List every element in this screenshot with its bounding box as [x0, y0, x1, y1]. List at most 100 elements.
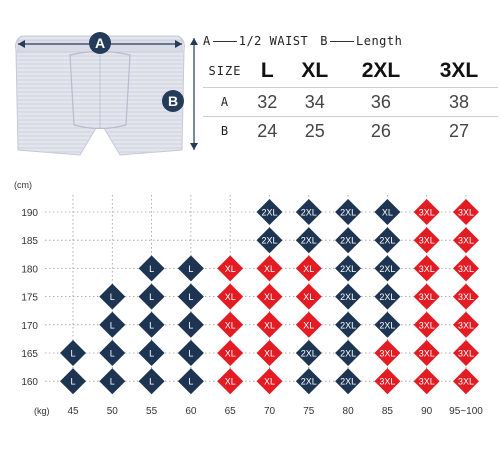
y-tick-label: 160 [21, 377, 38, 388]
size-diamond-label: 2XL [301, 349, 317, 359]
size-diamond [256, 227, 283, 254]
size-diamond-label: 3XL [458, 208, 474, 218]
size-diamond-label: L [149, 377, 154, 387]
size-diamond [413, 340, 440, 366]
length-arrow-bottom-icon [190, 143, 198, 150]
size-diamond-label: 2XL [301, 208, 317, 218]
legend-a-key: A [203, 34, 211, 48]
size-diamond-label: 3XL [458, 320, 474, 330]
size-table-header-row: SIZE L XL 2XL 3XL [203, 55, 498, 88]
size-diamond [177, 255, 204, 282]
size-diamond-label: L [188, 349, 193, 359]
x-unit-label: (kg) [34, 406, 50, 416]
size-diamond [99, 311, 126, 338]
size-diamond [295, 255, 322, 282]
size-diamond-label: XL [264, 377, 275, 387]
table-cell: 24 [257, 120, 278, 141]
size-diamond [374, 368, 401, 395]
size-diamond-label: 2XL [379, 264, 395, 274]
size-l: L [247, 55, 288, 88]
size-diamond-label: XL [303, 264, 314, 274]
size-diamond-label: 2XL [340, 377, 356, 387]
x-tick-label: 45 [67, 406, 79, 417]
size-diamond [335, 368, 362, 395]
size-diamond-label: 3XL [458, 236, 474, 246]
size-diamond-label: XL [225, 320, 236, 330]
size-diamond [60, 368, 86, 395]
size-diamond [217, 340, 244, 366]
size-diamond [217, 283, 244, 310]
size-diamond [453, 340, 479, 366]
length-arrow-top-icon [190, 38, 198, 45]
y-tick-label: 165 [21, 349, 38, 360]
size-diamond-label: 2XL [379, 320, 395, 330]
size-diamond-label: XL [264, 292, 275, 302]
x-tick-label: 70 [264, 406, 276, 417]
x-tick-label: 85 [382, 406, 394, 417]
size-diamond [335, 199, 362, 225]
size-diamond-label: L [70, 349, 75, 359]
size-diamond-label: XL [225, 349, 236, 359]
size-diamond [295, 340, 322, 366]
legend-dash [330, 40, 354, 42]
waist-arrow-right-icon [175, 40, 182, 48]
size-diamond [99, 368, 126, 395]
size-diamond-label: XL [303, 320, 314, 330]
size-diamond-label: XL [264, 320, 275, 330]
size-diamond-label: XL [303, 292, 314, 302]
size-diamond-label: 2XL [261, 236, 277, 246]
size-diamond [335, 311, 362, 338]
size-diamond-label: 3XL [458, 264, 474, 274]
x-tick-label: 50 [107, 406, 119, 417]
table-cell: 38 [419, 87, 498, 117]
y-tick-label: 180 [21, 264, 38, 275]
size-diamond [335, 227, 362, 254]
size-table-row-a: A 32 34 36 38 [203, 87, 498, 117]
size-diamond-label: 3XL [419, 349, 435, 359]
size-diamond [138, 340, 165, 366]
size-diamond [413, 255, 440, 282]
marker-a-badge [89, 32, 111, 54]
size-diamond [256, 283, 283, 310]
size-xl: XL [287, 55, 342, 88]
size-diamond [256, 255, 283, 282]
size-diamond [177, 283, 204, 310]
size-diamond-label: XL [264, 264, 275, 274]
legend-b-key: B [320, 34, 328, 48]
size-diamond-label: XL [382, 208, 393, 218]
size-diamond-label: L [188, 320, 193, 330]
size-diamond [295, 368, 322, 395]
size-diamond-label: 2XL [340, 349, 356, 359]
size-diamond [256, 311, 283, 338]
size-diamond-label: 2XL [340, 264, 356, 274]
size-diamond-label: 3XL [458, 377, 474, 387]
x-tick-label: 65 [225, 406, 237, 417]
size-diamond-label: 3XL [419, 236, 435, 246]
size-diamond [177, 340, 204, 366]
size-table: SIZE L XL 2XL 3XL A 32 34 36 38 B 24 25 … [203, 55, 498, 145]
size-diamond-label: XL [225, 292, 236, 302]
size-diamond [413, 199, 440, 225]
size-diamond [374, 311, 401, 338]
size-diamond-label: L [149, 292, 154, 302]
size-diamond-label: 3XL [458, 349, 474, 359]
y-unit-label: (cm) [14, 180, 32, 190]
table-cell: 36 [341, 87, 420, 117]
size-diamond-label: 3XL [419, 292, 435, 302]
y-tick-label: 170 [21, 321, 38, 332]
marker-a-label: A [95, 35, 105, 51]
size-diamond [453, 368, 479, 395]
size-diamond-label: 2XL [379, 236, 395, 246]
size-diamond-label: L [110, 320, 115, 330]
size-diamond-label: 3XL [419, 264, 435, 274]
size-diamond [177, 368, 204, 395]
size-diamond-label: 3XL [458, 292, 474, 302]
size-diamond [335, 283, 362, 310]
size-diamond-label: 3XL [419, 377, 435, 387]
row-label: A [203, 87, 247, 117]
size-diamond-label: 2XL [340, 320, 356, 330]
size-diamond [335, 340, 362, 366]
size-diamond-label: L [188, 264, 193, 274]
product-illustration: A B [15, 32, 198, 156]
measurement-legend: A 1/2 WAIST B Length [203, 32, 498, 50]
